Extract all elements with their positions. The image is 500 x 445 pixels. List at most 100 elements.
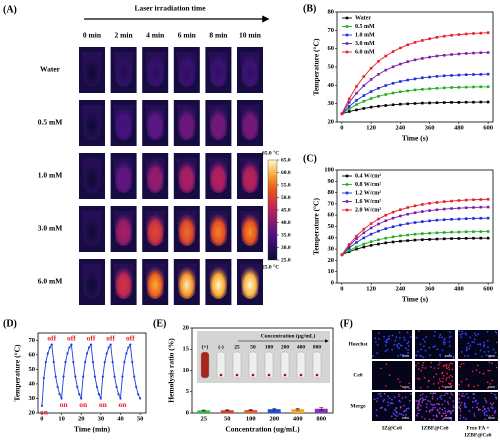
nucleus xyxy=(486,330,489,333)
marker xyxy=(377,95,380,98)
marker xyxy=(391,50,395,53)
y-tick-label: 20 xyxy=(29,409,36,416)
nucleus xyxy=(432,414,435,417)
marker xyxy=(442,53,446,57)
ce6-signal xyxy=(450,374,452,377)
nucleus xyxy=(385,339,388,342)
marker xyxy=(362,94,366,97)
tube-glow xyxy=(113,52,134,87)
marker xyxy=(406,233,409,237)
nucleus xyxy=(444,410,447,413)
nucleus xyxy=(376,397,379,400)
tube xyxy=(200,351,210,379)
marker xyxy=(413,41,417,44)
marker xyxy=(107,346,110,349)
y-tick-label: 30 xyxy=(29,395,36,402)
marker xyxy=(479,85,483,89)
marker xyxy=(406,206,409,209)
marker xyxy=(355,237,358,241)
ce6-signal xyxy=(438,378,441,380)
colorbar-tick-label: 55.0 xyxy=(281,182,291,188)
nucleus xyxy=(423,345,425,348)
marker xyxy=(362,227,366,231)
tube-glow xyxy=(208,105,229,140)
marker xyxy=(421,57,424,60)
marker xyxy=(428,75,431,79)
nucleus xyxy=(465,406,467,409)
nucleus xyxy=(483,345,486,348)
ce6-signal xyxy=(388,374,391,376)
nucleus xyxy=(494,396,497,399)
nucleus xyxy=(487,346,489,349)
marker xyxy=(450,86,453,89)
marker xyxy=(391,65,395,69)
ce6-signal xyxy=(442,374,445,377)
y-tick-label: 20 xyxy=(328,118,335,125)
ce6-signal xyxy=(475,369,478,371)
marker xyxy=(406,212,409,216)
nucleus xyxy=(472,397,475,400)
ce6-signal xyxy=(397,378,400,380)
nucleus xyxy=(406,331,409,334)
marker xyxy=(391,235,395,239)
nucleus xyxy=(405,407,408,410)
nucleus xyxy=(432,403,434,406)
marker xyxy=(99,397,102,400)
x-tick-label: 50 xyxy=(224,415,231,422)
colorbar-min-label: 25.0 °C xyxy=(262,263,279,270)
nucleus xyxy=(467,355,469,357)
ce6-signal xyxy=(418,368,420,370)
panel-label: (A) xyxy=(3,4,17,15)
ce6-signal xyxy=(425,410,428,413)
nucleus xyxy=(392,412,395,415)
colorbar-tick-label: 45.0 xyxy=(281,207,291,213)
marker xyxy=(413,102,417,105)
ce6-signal xyxy=(491,414,494,416)
ce6-signal xyxy=(432,418,435,421)
nucleus xyxy=(404,414,407,416)
ce6-signal xyxy=(458,383,460,386)
nucleus xyxy=(409,393,412,395)
marker xyxy=(340,253,344,257)
row-label: 1.0 mM xyxy=(38,171,63,180)
marker xyxy=(479,31,483,35)
marker xyxy=(486,72,490,76)
nucleus xyxy=(483,412,486,414)
marker xyxy=(362,99,366,103)
x-tick-label: 240 xyxy=(396,285,406,292)
y-tick-label: 40 xyxy=(328,82,335,89)
ce6-signal xyxy=(419,398,422,400)
marker xyxy=(479,51,483,54)
ce6-signal xyxy=(415,364,417,367)
marker xyxy=(399,62,402,66)
marker xyxy=(119,397,122,400)
y-tick-label: 50 xyxy=(328,63,335,70)
marker xyxy=(457,73,461,77)
marker xyxy=(421,210,424,213)
y-tick-label: 80 xyxy=(328,189,335,196)
nucleus xyxy=(483,341,485,344)
nucleus xyxy=(473,332,476,335)
marker xyxy=(457,199,461,202)
marker xyxy=(399,214,402,218)
ce6-signal xyxy=(442,385,445,388)
nucleus xyxy=(415,336,418,339)
tube-label: (+) xyxy=(202,343,209,350)
marker xyxy=(457,217,461,221)
marker xyxy=(479,73,483,76)
nucleus xyxy=(409,336,412,338)
nucleus xyxy=(433,335,436,337)
nucleus xyxy=(452,400,455,403)
marker xyxy=(391,91,395,95)
ce6-signal xyxy=(416,377,419,380)
nucleus xyxy=(379,392,382,395)
tube-glow xyxy=(240,264,260,299)
nucleus xyxy=(419,354,422,357)
ce6-signal xyxy=(438,411,441,414)
marker xyxy=(428,55,431,59)
ce6-signal xyxy=(443,364,446,367)
marker xyxy=(464,206,468,210)
nucleus xyxy=(487,407,490,410)
nucleus xyxy=(458,330,461,333)
marker xyxy=(40,404,44,407)
